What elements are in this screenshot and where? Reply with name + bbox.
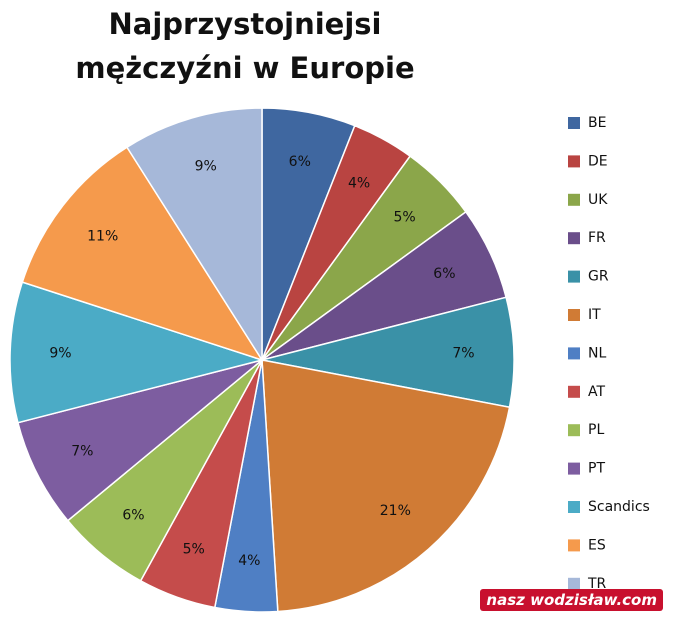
legend-swatch (568, 424, 580, 437)
legend-label: PT (588, 461, 605, 477)
watermark-brand: nasz (486, 591, 525, 609)
legend-swatch (568, 501, 580, 513)
legend-label: GR (588, 269, 609, 285)
value-label: 11% (87, 228, 118, 244)
value-label: 6% (289, 154, 311, 170)
legend-label: IT (588, 307, 601, 323)
value-label: 9% (49, 346, 71, 362)
legend-swatch (568, 309, 580, 321)
legend-swatch (568, 347, 580, 360)
value-label: 5% (183, 542, 205, 558)
pie-slice (21, 146, 264, 362)
pie-slice (9, 281, 265, 424)
value-label: 4% (238, 553, 260, 569)
pie-slice (125, 107, 263, 363)
value-label: 21% (380, 503, 411, 519)
pie-slice (261, 296, 515, 409)
chart-title: Najprzystojniejsi mężczyźni w Europie (75, 7, 415, 85)
legend-swatch (568, 270, 580, 283)
watermark-site: wodzisław.com (530, 591, 657, 609)
legend-swatch (568, 232, 580, 245)
legend-label: Scandics (588, 499, 650, 515)
value-label: 7% (452, 346, 474, 362)
legend-label: TR (587, 576, 607, 592)
value-label: 4% (348, 175, 370, 191)
legend-swatch (568, 155, 580, 168)
legend-swatch (568, 462, 580, 475)
watermark: nasz wodzisław.com (480, 589, 663, 611)
value-label: 7% (71, 444, 93, 460)
legend-label: UK (588, 192, 608, 208)
legend-label: PL (588, 422, 604, 438)
legend-label: FR (588, 230, 606, 246)
legend-label: NL (588, 345, 606, 361)
legend-label: BE (588, 115, 606, 131)
legend-swatch (568, 539, 580, 552)
value-label: 5% (393, 209, 415, 225)
value-label: 6% (122, 507, 144, 523)
legend-label: ES (588, 537, 606, 553)
pie-slice (17, 359, 263, 522)
legend-swatch (568, 193, 580, 206)
legend-label: AT (588, 384, 605, 400)
pie-slice (261, 359, 511, 613)
legend-swatch (568, 117, 580, 129)
legend-swatch (568, 577, 580, 590)
legend-swatch (568, 385, 580, 398)
value-label: 6% (433, 266, 455, 282)
legend-label: DE (588, 153, 608, 169)
value-label: 9% (195, 158, 217, 174)
